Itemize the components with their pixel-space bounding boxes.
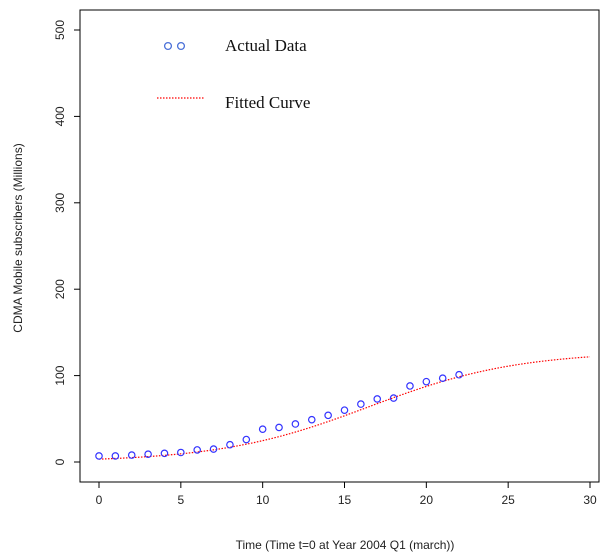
x-tick-label: 25	[501, 493, 515, 507]
data-point	[258, 425, 267, 433]
data-point	[406, 382, 414, 390]
x-tick-label: 5	[177, 493, 184, 507]
data-point	[209, 445, 218, 453]
legend-label-fitted: Fitted Curve	[225, 93, 310, 112]
x-tick-label: 15	[338, 493, 352, 507]
x-axis-label: Time (Time t=0 at Year 2004 Q1 (march))	[236, 538, 455, 552]
legend: Actual Data Fitted Curve	[157, 36, 310, 112]
data-point	[95, 452, 103, 460]
data-point	[275, 423, 283, 432]
data-point	[340, 406, 349, 414]
data-point	[438, 374, 447, 382]
data-point	[389, 394, 398, 402]
fitted-curve-line	[98, 356, 591, 460]
y-tick-label: 500	[53, 20, 67, 40]
x-tick-label: 10	[256, 493, 270, 507]
x-tick-label: 20	[420, 493, 434, 507]
y-tick-label: 0	[53, 458, 67, 465]
data-point	[357, 400, 365, 408]
data-point	[160, 449, 169, 458]
x-tick-label: 0	[96, 493, 103, 507]
y-tick-label: 200	[53, 279, 67, 299]
data-point	[307, 415, 316, 424]
legend-label-actual: Actual Data	[225, 36, 307, 55]
legend-point-marker	[163, 41, 173, 51]
x-tick-label: 30	[583, 493, 597, 507]
y-tick-label: 100	[53, 365, 67, 385]
data-point	[226, 440, 234, 449]
data-point	[324, 411, 332, 420]
data-point	[455, 370, 463, 379]
y-axis: 0 100 200 300 400 500	[53, 20, 80, 465]
data-point	[177, 448, 185, 457]
data-point	[193, 446, 202, 454]
plot-frame	[79, 9, 600, 483]
legend-point-marker	[176, 41, 186, 51]
data-points	[95, 370, 463, 460]
data-point	[373, 395, 382, 403]
y-axis-label: CDMA Mobile subscribers (Millions)	[11, 143, 25, 332]
data-point	[144, 450, 152, 459]
x-axis: 0 5 10 15 20 25 30	[96, 482, 597, 507]
data-point	[242, 435, 251, 444]
data-point	[291, 420, 300, 428]
data-point	[422, 377, 431, 386]
y-tick-label: 400	[53, 106, 67, 126]
fitted-curve	[98, 356, 591, 460]
data-point	[127, 451, 136, 459]
data-point	[111, 452, 120, 460]
y-tick-label: 300	[53, 192, 67, 212]
